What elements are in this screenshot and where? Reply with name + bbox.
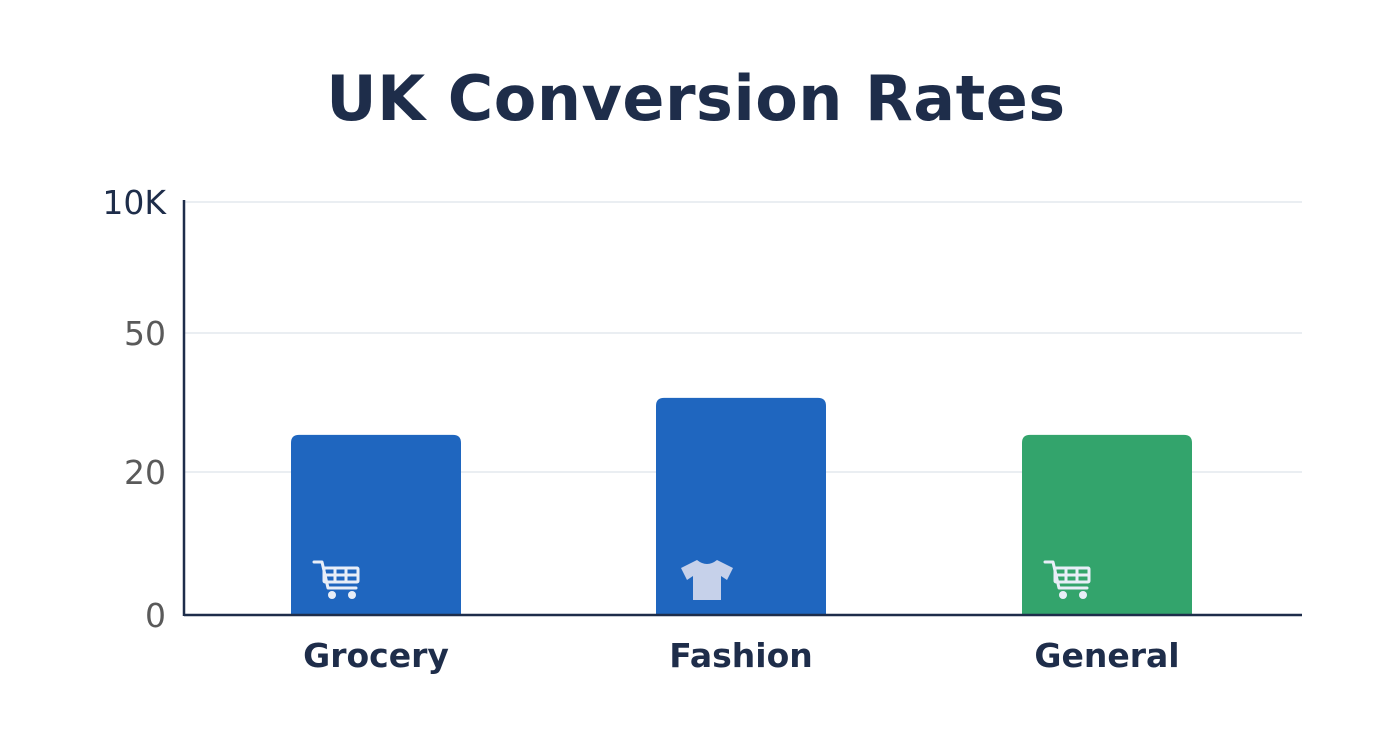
- bar-fashion: [656, 397, 826, 615]
- x-tick-label: Grocery: [303, 636, 449, 675]
- t-shirt-icon: [681, 560, 733, 600]
- shopping-cart-icon: [1043, 560, 1091, 599]
- axes: [182, 200, 1302, 617]
- y-tick-label: 0: [145, 596, 166, 635]
- y-tick-label: 10K: [102, 183, 167, 222]
- bars: [291, 397, 1192, 615]
- x-tick-labels: Grocery Fashion General: [303, 636, 1179, 675]
- bar-grocery: [291, 434, 461, 615]
- y-tick-labels: 0 20 50 10K: [102, 183, 167, 635]
- y-tick-label: 20: [124, 453, 166, 492]
- x-tick-label: General: [1034, 636, 1179, 675]
- bar-general: [1022, 434, 1192, 615]
- y-tick-label: 50: [124, 314, 166, 353]
- shopping-cart-icon: [312, 560, 360, 599]
- x-tick-label: Fashion: [669, 636, 813, 675]
- chart-title: UK Conversion Rates: [326, 62, 1066, 135]
